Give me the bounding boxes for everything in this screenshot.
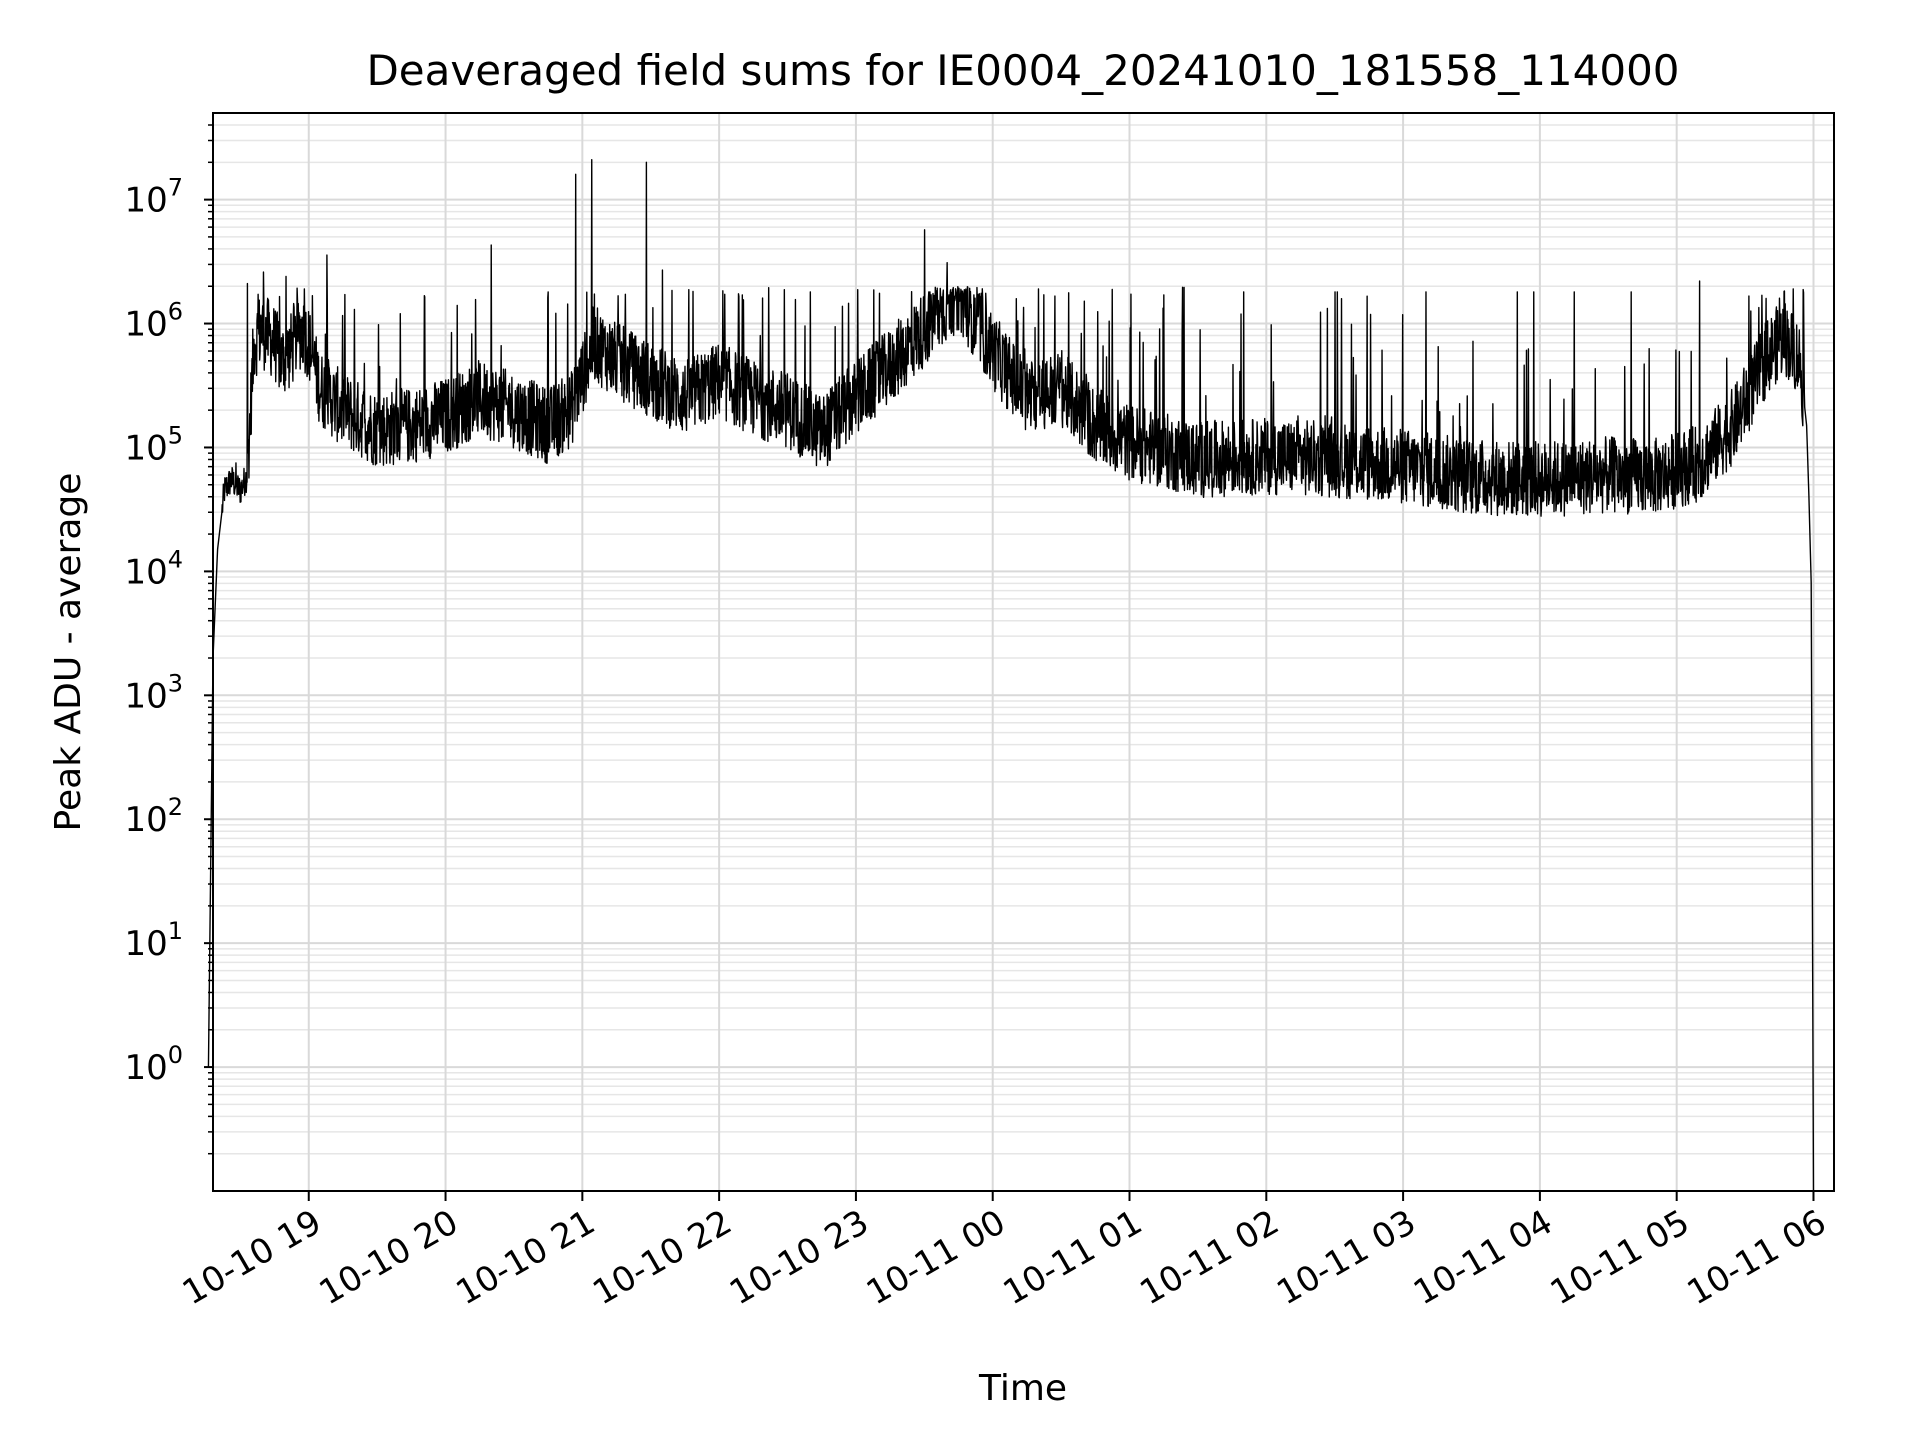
y-tick-label: 104 <box>124 545 183 592</box>
x-axis-label: Time <box>978 1368 1067 1409</box>
y-tick-label: 105 <box>124 421 183 468</box>
plot-area <box>207 158 1815 1192</box>
axes-frame <box>212 112 1835 1192</box>
y-tick-label: 102 <box>124 793 183 840</box>
series-line <box>207 158 1815 1192</box>
y-axis-label: Peak ADU - average <box>48 473 89 832</box>
y-tick-label: 101 <box>124 917 183 964</box>
y-tick-label: 106 <box>124 298 183 345</box>
y-tick-label: 103 <box>124 669 183 716</box>
y-tick-label: 100 <box>124 1041 183 1088</box>
chart-title: Deaveraged field sums for IE0004_2024101… <box>366 46 1679 95</box>
y-tick-label: 107 <box>124 174 183 221</box>
grid <box>213 113 1834 1191</box>
y-ticks: 100 101 102 103 104 105 106 107 <box>124 124 213 1155</box>
